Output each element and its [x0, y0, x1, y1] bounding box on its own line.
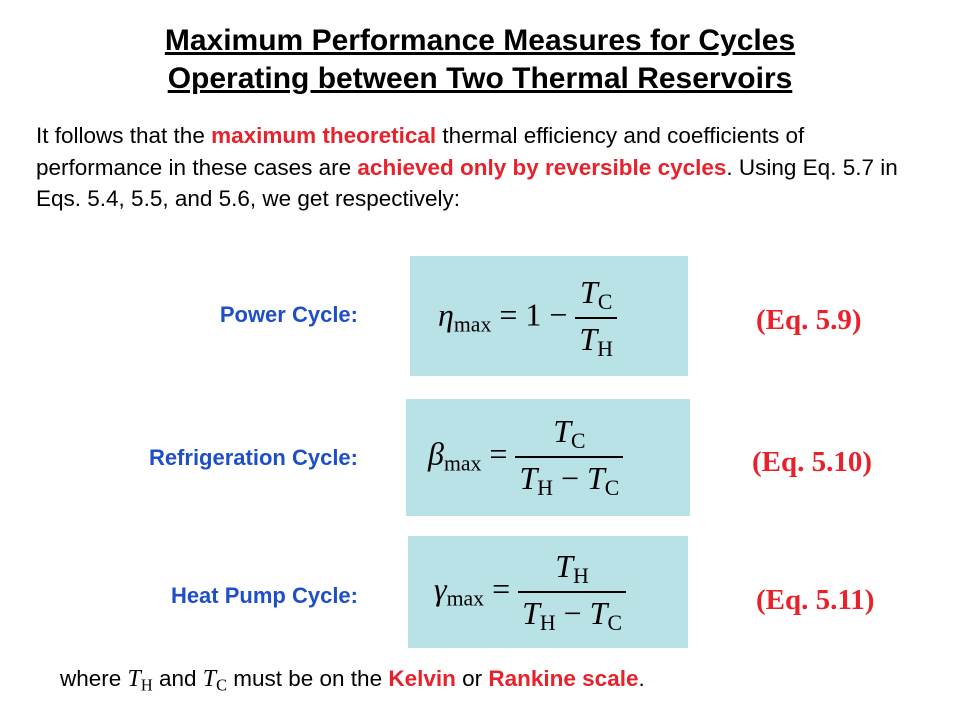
t-c-symbol: TC [202, 666, 227, 695]
slide-title: Maximum Performance Measures for Cycles … [0, 22, 960, 98]
one-minus: 1 − [525, 296, 568, 333]
gamma-subscript: max [446, 586, 485, 611]
kelvin-highlight: Kelvin [388, 666, 456, 691]
refrigeration-denominator: TH − TC [515, 456, 624, 501]
refrigeration-numerator: TC [553, 413, 586, 454]
title-line-1: Maximum Performance Measures for Cycles [164, 24, 796, 57]
eq-number-5-9: (Eq. 5.9) [756, 304, 862, 336]
power-denominator: TH [575, 317, 617, 362]
refrigeration-equation: βmax = TC TH − TC [428, 413, 624, 501]
gamma-symbol: γ [434, 570, 447, 607]
eq-number-5-11: (Eq. 5.11) [756, 584, 875, 616]
intro-text-1: It follows that the [36, 123, 212, 148]
refrigeration-equation-box: βmax = TC TH − TC [406, 399, 690, 516]
heat-pump-cycle-label: Heat Pump Cycle: [170, 583, 358, 608]
eta-subscript: max [453, 312, 492, 337]
heat-pump-fraction: TH TH − TC [518, 548, 626, 636]
heat-pump-denominator: TH − TC [518, 591, 626, 636]
power-cycle-equation-box: ηmax = 1 − TC TH [410, 256, 688, 376]
power-cycle-equation: ηmax = 1 − TC TH [438, 274, 617, 362]
refrigeration-fraction: TC TH − TC [515, 413, 624, 501]
heat-pump-numerator: TH [555, 548, 589, 589]
power-numerator: TC [580, 274, 613, 315]
eta-symbol: η [438, 296, 454, 333]
intro-highlight-maximum-theoretical: maximum theoretical [211, 123, 437, 148]
rankine-highlight: Rankine scale [488, 666, 639, 691]
equals-sign: = [489, 435, 508, 472]
beta-symbol: β [428, 435, 444, 472]
power-fraction: TC TH [575, 274, 617, 362]
intro-text-2: thermal efficiency and coefficients of p… [36, 123, 805, 180]
power-cycle-label: Power Cycle: [219, 302, 358, 327]
t-h-symbol: TH [127, 666, 153, 695]
refrigeration-cycle-label: Refrigeration Cycle: [148, 445, 358, 470]
heat-pump-equation-box: γmax = TH TH − TC [408, 536, 688, 648]
title-line-2: Operating between Two Thermal Reservoirs [167, 62, 793, 95]
footer-note: where TH and TC must be on the Kelvin or… [60, 666, 645, 695]
beta-subscript: max [443, 451, 482, 476]
intro-paragraph: It follows that the maximum theoretical … [36, 120, 936, 215]
eq-number-5-10: (Eq. 5.10) [752, 446, 873, 478]
equals-sign: = [492, 570, 511, 607]
equals-sign: = [499, 296, 518, 333]
intro-text-3: . Using Eq. 5.7 in Eqs. 5.4, 5.5, and 5.… [36, 154, 898, 212]
heat-pump-equation: γmax = TH TH − TC [434, 548, 626, 636]
intro-highlight-reversible: achieved only by reversible cycles [357, 154, 727, 180]
